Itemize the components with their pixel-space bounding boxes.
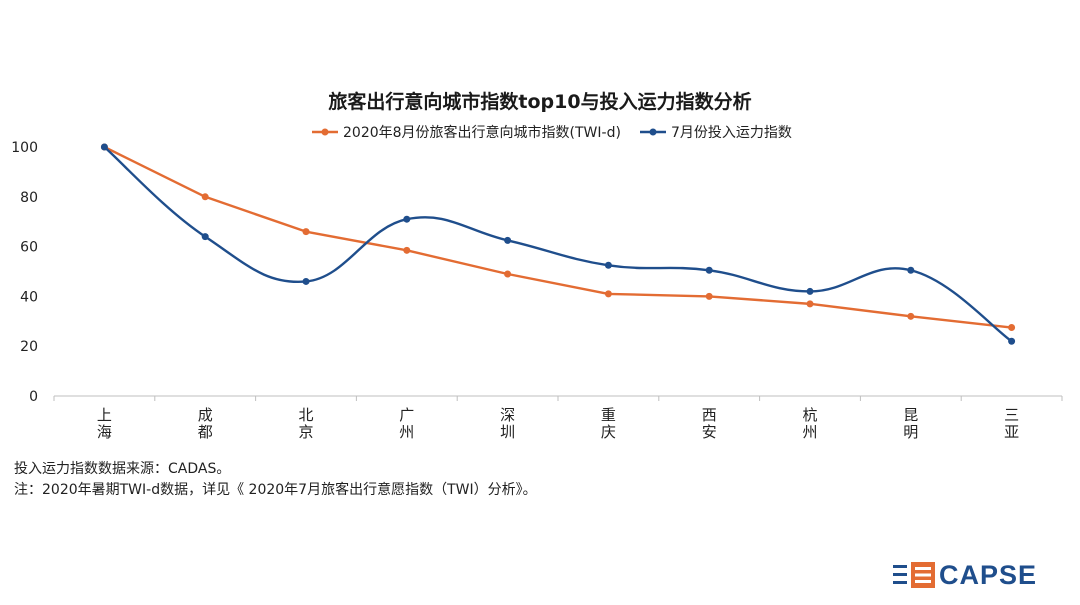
y-tick-label: 20	[20, 339, 38, 355]
x-tick-label: 安	[702, 423, 717, 441]
footnote: 注：2020年暑期TWI-d数据，详见《 2020年7月旅客出行意愿指数（TWI…	[14, 482, 537, 498]
y-tick-label: 40	[20, 289, 38, 305]
x-tick-label: 庆	[601, 423, 616, 441]
series-1-point	[806, 300, 814, 308]
series-1-point	[705, 292, 713, 300]
chart-title: 旅客出行意向城市指数top10与投入运力指数分析	[328, 90, 751, 113]
series-2-point	[806, 287, 814, 295]
y-tick-label: 100	[11, 140, 38, 156]
legend-marker-icon	[649, 128, 657, 136]
series-1-point	[302, 228, 310, 236]
logo-text: CAPSE	[939, 559, 1038, 590]
series-2-point	[201, 233, 209, 241]
series-1-point	[907, 312, 915, 320]
series-2-point	[302, 277, 310, 285]
x-tick-label: 京	[298, 423, 313, 441]
series-2-point	[100, 143, 108, 151]
x-tick-label: 深	[500, 406, 515, 424]
x-tick-label: 西	[702, 406, 717, 424]
data-source-note: 投入运力指数数据来源：CADAS。	[14, 461, 231, 477]
x-tick-label: 上	[97, 406, 112, 424]
series-2-point	[403, 215, 411, 223]
x-tick-label: 昆	[903, 406, 918, 424]
x-tick-label: 亚	[1004, 423, 1019, 441]
legend: 2020年8月份旅客出行意向城市指数(TWI-d) 7月份投入运力指数	[312, 124, 792, 141]
series-1-point	[504, 270, 512, 278]
y-tick-label: 80	[20, 190, 38, 206]
x-tick-label: 州	[399, 423, 414, 441]
x-tick-label: 重	[601, 406, 616, 424]
y-tick-label: 60	[20, 240, 38, 256]
series-1-point	[604, 290, 612, 298]
plot-area	[100, 143, 1016, 345]
series-2-point	[705, 266, 713, 274]
x-tick-label: 州	[802, 423, 817, 441]
series-2-point	[907, 266, 915, 274]
series-1-point	[201, 193, 209, 201]
y-axis: 0 20 40 60 80 100	[11, 140, 38, 405]
x-tick-label: 圳	[500, 423, 515, 441]
capse-logo: CAPSE	[893, 560, 1037, 590]
legend-label: 7月份投入运力指数	[671, 125, 792, 141]
x-tick-label: 都	[198, 423, 213, 441]
x-tick-label: 三	[1004, 406, 1019, 424]
series-1-point	[403, 246, 411, 254]
x-tick-label: 广	[399, 406, 414, 424]
x-tick-label: 明	[903, 423, 918, 441]
legend-label: 2020年8月份旅客出行意向城市指数(TWI-d)	[343, 124, 621, 141]
x-tick-label: 杭	[802, 406, 817, 424]
x-tick-label: 成	[198, 406, 213, 424]
y-tick-label: 0	[29, 389, 38, 405]
series-2-point	[504, 236, 512, 244]
x-tick-label: 北	[298, 406, 313, 424]
series-1-point	[1008, 324, 1016, 332]
legend-marker-icon	[321, 128, 329, 136]
logo-stripes-icon	[893, 562, 935, 588]
series-line-1	[103, 145, 1012, 329]
x-tick-label: 海	[97, 423, 112, 441]
series-2-point	[1008, 337, 1016, 345]
series-line-2	[103, 146, 1013, 343]
series-2-point	[604, 261, 612, 269]
